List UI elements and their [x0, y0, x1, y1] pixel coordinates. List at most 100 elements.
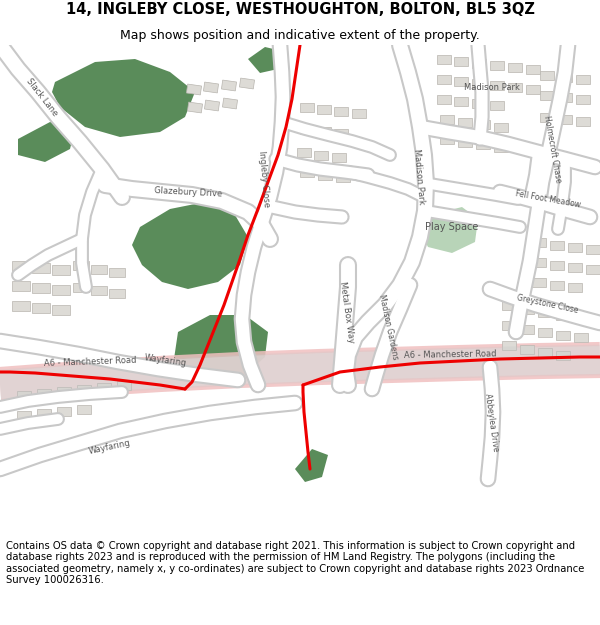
- Bar: [440, 115, 454, 124]
- Bar: [550, 261, 564, 270]
- Bar: [532, 258, 546, 267]
- Bar: [576, 75, 590, 84]
- Text: Madison Gardens: Madison Gardens: [377, 294, 400, 361]
- Text: Madison Park: Madison Park: [412, 149, 426, 205]
- Bar: [223, 98, 238, 109]
- Bar: [187, 84, 202, 95]
- Text: 14, INGLEBY CLOSE, WESTHOUGHTON, BOLTON, BL5 3QZ: 14, INGLEBY CLOSE, WESTHOUGHTON, BOLTON,…: [65, 2, 535, 18]
- Polygon shape: [420, 207, 478, 253]
- Bar: [458, 138, 472, 147]
- Text: Slack Lane: Slack Lane: [25, 76, 59, 118]
- Text: Play Space: Play Space: [425, 222, 479, 232]
- Bar: [97, 383, 111, 392]
- Bar: [57, 387, 71, 396]
- Bar: [550, 241, 564, 250]
- Bar: [317, 105, 331, 114]
- Bar: [334, 107, 348, 116]
- Bar: [494, 123, 508, 132]
- Bar: [532, 238, 546, 247]
- Text: Map shows position and indicative extent of the property.: Map shows position and indicative extent…: [120, 29, 480, 42]
- Bar: [568, 283, 582, 292]
- Bar: [472, 99, 486, 108]
- Bar: [454, 77, 468, 86]
- Bar: [540, 71, 554, 80]
- Bar: [205, 100, 220, 111]
- Bar: [12, 281, 30, 291]
- Bar: [538, 348, 552, 357]
- Bar: [558, 73, 572, 82]
- Bar: [318, 171, 332, 180]
- Bar: [476, 120, 490, 129]
- Bar: [187, 102, 203, 113]
- Bar: [556, 311, 570, 320]
- Bar: [538, 328, 552, 337]
- Bar: [574, 333, 588, 342]
- Bar: [32, 283, 50, 293]
- Bar: [334, 129, 348, 138]
- Bar: [440, 135, 454, 144]
- Bar: [586, 245, 600, 254]
- Bar: [538, 308, 552, 317]
- Bar: [336, 173, 350, 182]
- Text: Madison Park: Madison Park: [464, 82, 520, 91]
- Bar: [520, 325, 534, 334]
- Bar: [300, 125, 314, 134]
- Bar: [314, 151, 328, 160]
- Bar: [550, 281, 564, 290]
- Bar: [37, 389, 51, 398]
- Bar: [568, 263, 582, 272]
- Text: Ingleby Close: Ingleby Close: [257, 150, 271, 208]
- Bar: [476, 140, 490, 149]
- Bar: [109, 289, 125, 298]
- Bar: [317, 127, 331, 136]
- Bar: [297, 148, 311, 157]
- Polygon shape: [52, 59, 195, 137]
- Bar: [332, 153, 346, 162]
- Text: A6 - Manchester Road: A6 - Manchester Road: [404, 350, 496, 360]
- Bar: [57, 407, 71, 416]
- Bar: [540, 91, 554, 100]
- Bar: [91, 265, 107, 274]
- Bar: [556, 331, 570, 340]
- Bar: [556, 351, 570, 360]
- Bar: [52, 265, 70, 275]
- Bar: [91, 286, 107, 295]
- Bar: [73, 283, 89, 292]
- Bar: [109, 268, 125, 277]
- Bar: [32, 263, 50, 273]
- Bar: [77, 405, 91, 414]
- Bar: [586, 265, 600, 274]
- Bar: [300, 168, 314, 177]
- Bar: [203, 82, 218, 93]
- Polygon shape: [295, 449, 328, 482]
- Bar: [454, 57, 468, 66]
- Text: Metal Box Way: Metal Box Way: [338, 281, 356, 343]
- Text: Fell Foot Meadow: Fell Foot Meadow: [515, 189, 581, 209]
- Bar: [300, 103, 314, 112]
- Bar: [490, 61, 504, 70]
- Text: Abbeylea Drive: Abbeylea Drive: [484, 392, 500, 452]
- Bar: [17, 411, 31, 420]
- Polygon shape: [132, 202, 248, 289]
- Bar: [73, 261, 89, 270]
- Bar: [508, 83, 522, 92]
- Bar: [526, 85, 540, 94]
- Bar: [12, 301, 30, 311]
- Bar: [52, 305, 70, 315]
- Text: Contains OS data © Crown copyright and database right 2021. This information is : Contains OS data © Crown copyright and d…: [6, 541, 584, 586]
- Bar: [490, 81, 504, 90]
- Bar: [437, 95, 451, 104]
- Bar: [239, 78, 254, 89]
- Bar: [502, 301, 516, 310]
- Bar: [568, 243, 582, 252]
- Bar: [526, 65, 540, 74]
- Text: Glazebury Drive: Glazebury Drive: [154, 186, 222, 198]
- Bar: [32, 303, 50, 313]
- Bar: [540, 113, 554, 122]
- Text: Wayfaring: Wayfaring: [88, 438, 132, 456]
- Bar: [437, 75, 451, 84]
- Text: Holmecroft Chase: Holmecroft Chase: [542, 114, 562, 183]
- Bar: [576, 117, 590, 126]
- Text: A6 - Manchester Road: A6 - Manchester Road: [44, 356, 136, 368]
- Bar: [472, 59, 486, 68]
